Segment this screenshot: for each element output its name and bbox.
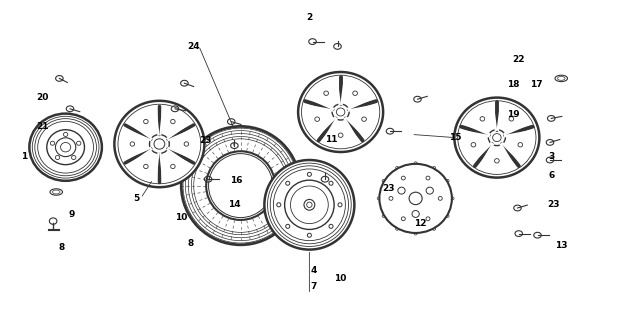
Text: 24: 24	[188, 42, 200, 51]
Text: 13: 13	[555, 241, 568, 250]
Text: 1: 1	[21, 152, 27, 161]
Text: 8: 8	[58, 244, 64, 252]
Text: 2: 2	[306, 13, 312, 22]
Text: 7: 7	[311, 282, 317, 291]
Text: 16: 16	[230, 176, 242, 185]
Text: 8: 8	[188, 239, 194, 248]
Text: 19: 19	[508, 110, 520, 119]
Text: 3: 3	[548, 152, 554, 161]
Text: 15: 15	[449, 133, 461, 142]
Text: 9: 9	[69, 210, 75, 219]
Text: 23: 23	[382, 184, 395, 193]
Text: 23: 23	[547, 200, 559, 209]
Text: 5: 5	[133, 194, 139, 203]
Text: 10: 10	[334, 274, 347, 283]
Text: 20: 20	[36, 93, 49, 102]
Text: 10: 10	[175, 213, 188, 222]
Ellipse shape	[29, 114, 102, 181]
Ellipse shape	[454, 98, 539, 178]
Ellipse shape	[379, 164, 452, 233]
Ellipse shape	[181, 126, 300, 245]
Text: 4: 4	[311, 266, 317, 275]
Text: 6: 6	[548, 172, 554, 180]
Ellipse shape	[264, 160, 354, 250]
Ellipse shape	[298, 72, 383, 152]
Ellipse shape	[114, 101, 204, 187]
Text: 11: 11	[325, 135, 338, 144]
Text: 14: 14	[228, 200, 241, 209]
Text: 12: 12	[414, 220, 426, 228]
Text: 22: 22	[512, 55, 525, 64]
Text: 23: 23	[199, 136, 211, 145]
Text: 21: 21	[36, 122, 49, 131]
Text: 18: 18	[508, 80, 520, 89]
Text: 17: 17	[530, 80, 542, 89]
